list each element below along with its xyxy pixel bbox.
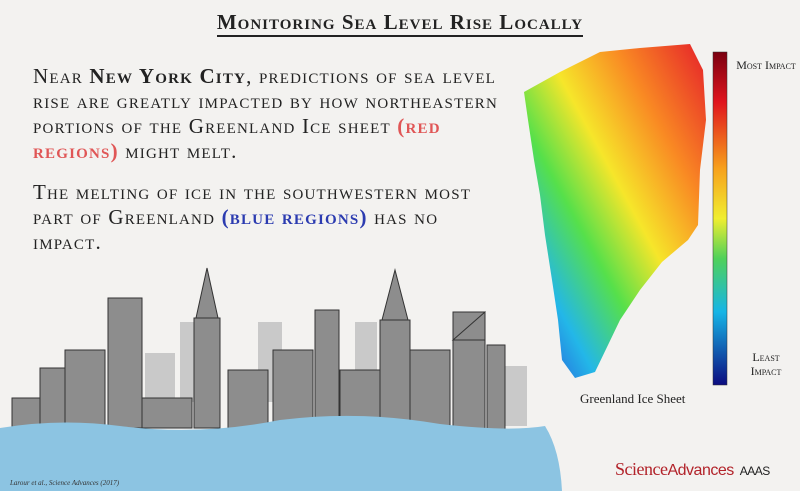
greenland-map xyxy=(524,44,706,378)
logo-science: Science xyxy=(615,459,668,479)
title: Monitoring Sea Level Rise Locally xyxy=(0,10,800,37)
paragraph: The melting of ice in the southwestern m… xyxy=(33,180,503,255)
water xyxy=(0,415,562,491)
map-caption: Greenland Ice Sheet xyxy=(580,391,686,406)
title-text: Monitoring Sea Level Rise Locally xyxy=(216,10,584,37)
citation: Larour et al., Science Advances (2017) xyxy=(10,479,120,487)
text: has no impact. xyxy=(33,205,439,254)
colorbar-bottom-label: Least Impact xyxy=(750,350,782,378)
skyline xyxy=(11,267,506,439)
red-label: (red regions) xyxy=(33,114,441,163)
colorbar-top-label: Most Impact xyxy=(736,58,796,72)
text: The melting of ice in the southwestern m… xyxy=(33,180,472,229)
text: might melt. xyxy=(118,139,238,163)
paragraph: Near New York City, predictions of sea l… xyxy=(33,64,503,164)
logo: ScienceAdvances AAAS xyxy=(615,459,770,480)
logo-aaas: AAAS xyxy=(739,464,771,478)
blue-label: (blue regions) xyxy=(221,205,368,229)
text: , predictions of sea level rise are grea… xyxy=(33,64,499,138)
emphasis: New York City xyxy=(89,64,247,88)
text: Near xyxy=(33,64,90,88)
colorbar xyxy=(712,51,728,386)
logo-advances: Advances xyxy=(667,462,734,479)
